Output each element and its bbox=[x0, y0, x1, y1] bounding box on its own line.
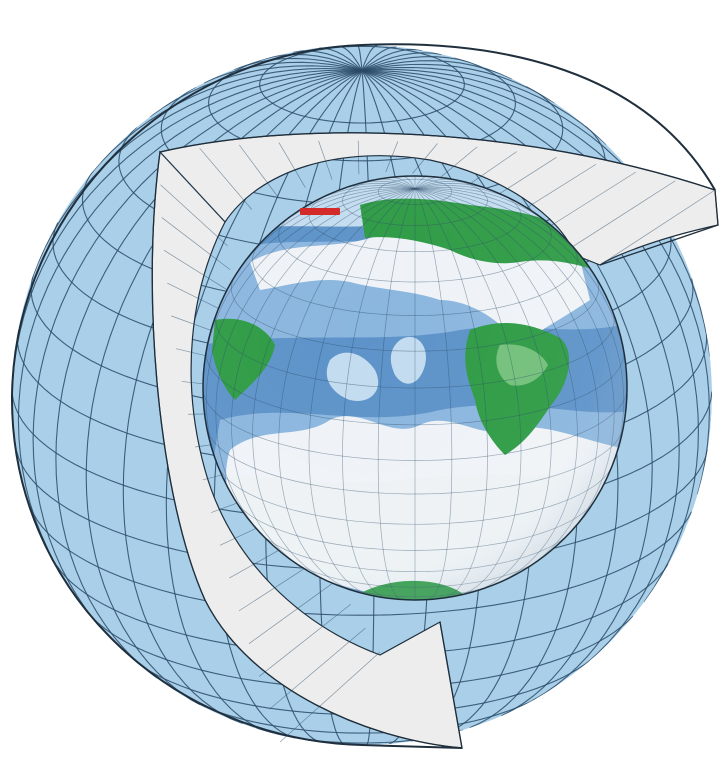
grid-line bbox=[573, 180, 676, 247]
grid-line bbox=[412, 143, 438, 174]
grid-line bbox=[385, 141, 399, 173]
grid-line bbox=[160, 184, 228, 247]
grid-line bbox=[361, 52, 442, 71]
grid-line bbox=[361, 66, 607, 145]
outer-shell-outline bbox=[10, 43, 716, 749]
grid-line bbox=[31, 69, 363, 280]
grid-line bbox=[12, 69, 363, 417]
grid-line bbox=[519, 163, 597, 213]
grid-line bbox=[161, 217, 231, 271]
grid-line bbox=[546, 171, 636, 229]
grid-line bbox=[318, 140, 333, 180]
grid-line bbox=[361, 56, 471, 72]
grid-line bbox=[361, 48, 423, 71]
cut-edge-outline bbox=[151, 132, 719, 749]
grid-line bbox=[361, 60, 513, 80]
grid-line bbox=[361, 46, 397, 71]
grid-line bbox=[361, 69, 711, 357]
grid-line bbox=[361, 69, 680, 665]
grid-line bbox=[264, 53, 363, 72]
grid-line bbox=[239, 144, 279, 198]
grid-line bbox=[269, 627, 366, 710]
inner-sphere-outline bbox=[202, 175, 628, 601]
grid-line bbox=[85, 69, 363, 706]
grid-line bbox=[248, 580, 337, 644]
grid-line bbox=[258, 603, 352, 677]
grid-line bbox=[159, 151, 226, 223]
grid-line bbox=[89, 67, 363, 176]
grid-line bbox=[492, 157, 557, 199]
grid-line bbox=[361, 69, 653, 702]
grid-line bbox=[32, 69, 363, 635]
grid-line bbox=[233, 57, 363, 72]
grid-line bbox=[279, 651, 381, 743]
grid-line bbox=[17, 69, 363, 551]
grid-line bbox=[357, 45, 363, 71]
grid-line bbox=[361, 69, 699, 603]
grid-line bbox=[199, 147, 253, 210]
grid-line bbox=[599, 189, 716, 266]
grid-line bbox=[203, 61, 363, 84]
grid-line bbox=[278, 142, 306, 188]
grid-line bbox=[55, 69, 363, 680]
grid-line bbox=[163, 250, 234, 294]
grid-line bbox=[357, 140, 360, 175]
highlight-marker bbox=[300, 208, 340, 215]
grid-line bbox=[465, 151, 517, 187]
grid-line bbox=[361, 45, 378, 71]
grid-line bbox=[439, 146, 478, 179]
grid-line bbox=[149, 65, 363, 118]
grid-line bbox=[30, 507, 693, 616]
grid-line bbox=[361, 63, 555, 104]
